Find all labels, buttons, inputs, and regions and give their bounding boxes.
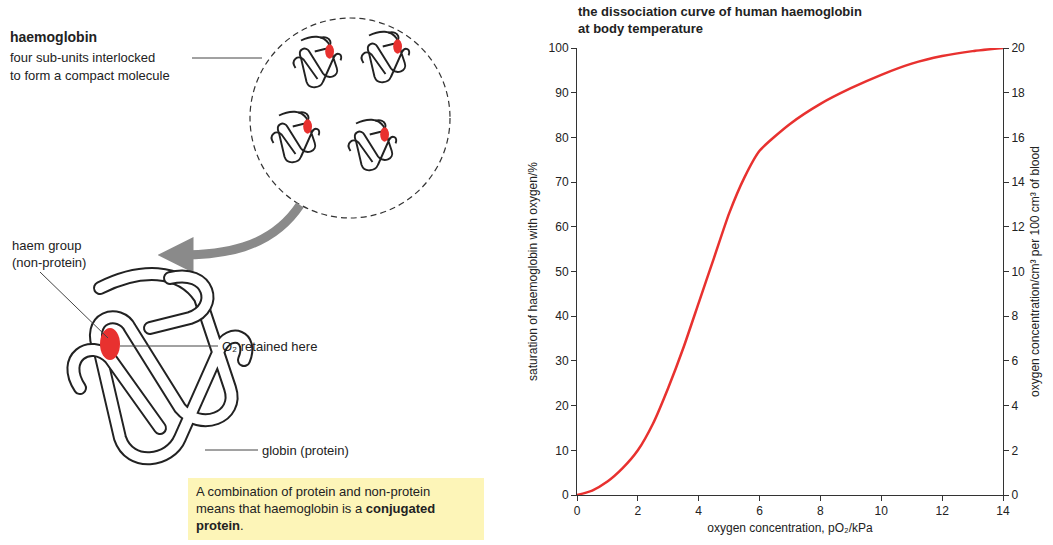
- svg-text:A combination of protein and n: A combination of protein and non-protein: [196, 484, 430, 499]
- svg-text:10: 10: [1011, 265, 1025, 279]
- svg-text:0: 0: [562, 488, 569, 502]
- svg-text:16: 16: [1011, 131, 1025, 145]
- svg-text:oxygen concentration/cm³ per 1: oxygen concentration/cm³ per 100 cm³ of …: [1028, 146, 1042, 397]
- svg-text:oxygen concentration, pO₂/kPa: oxygen concentration, pO₂/kPa: [707, 521, 873, 535]
- svg-text:12: 12: [935, 504, 949, 518]
- svg-text:O₂ retained here: O₂ retained here: [222, 339, 317, 354]
- svg-text:100: 100: [549, 41, 569, 55]
- svg-text:60: 60: [555, 220, 569, 234]
- svg-text:90: 90: [555, 86, 569, 100]
- svg-text:20: 20: [1011, 41, 1025, 55]
- svg-text:(non-protein): (non-protein): [12, 255, 86, 270]
- svg-text:the dissociation curve of huma: the dissociation curve of human haemoglo…: [578, 4, 862, 36]
- svg-text:4: 4: [1011, 399, 1018, 413]
- svg-text:10: 10: [555, 444, 569, 458]
- svg-text:four sub-units interlocked: four sub-units interlocked: [10, 50, 155, 65]
- svg-text:30: 30: [555, 354, 569, 368]
- svg-text:2: 2: [635, 504, 642, 518]
- svg-text:protein.: protein.: [196, 518, 244, 533]
- svg-text:12: 12: [1011, 220, 1025, 234]
- svg-text:6: 6: [1011, 354, 1018, 368]
- svg-text:18: 18: [1011, 86, 1025, 100]
- svg-text:8: 8: [817, 504, 824, 518]
- svg-text:saturation of haemoglobin with: saturation of haemoglobin with oxygen/%: [526, 162, 540, 381]
- svg-text:haemoglobin: haemoglobin: [10, 29, 97, 45]
- svg-text:14: 14: [1011, 175, 1025, 189]
- svg-text:20: 20: [555, 399, 569, 413]
- svg-text:haem group: haem group: [12, 238, 81, 253]
- svg-text:2: 2: [1011, 444, 1018, 458]
- svg-text:0: 0: [574, 504, 581, 518]
- svg-text:globin (protein): globin (protein): [262, 443, 349, 458]
- svg-text:means that haemoglobin is a co: means that haemoglobin is a conjugated: [196, 501, 435, 516]
- svg-text:50: 50: [555, 265, 569, 279]
- svg-text:4: 4: [695, 504, 702, 518]
- svg-text:8: 8: [1011, 309, 1018, 323]
- svg-text:14: 14: [996, 504, 1010, 518]
- svg-text:80: 80: [555, 131, 569, 145]
- svg-text:6: 6: [756, 504, 763, 518]
- svg-text:40: 40: [555, 309, 569, 323]
- svg-text:to form a compact molecule: to form a compact molecule: [10, 68, 170, 83]
- svg-text:70: 70: [555, 175, 569, 189]
- svg-text:0: 0: [1011, 488, 1018, 502]
- svg-text:10: 10: [875, 504, 889, 518]
